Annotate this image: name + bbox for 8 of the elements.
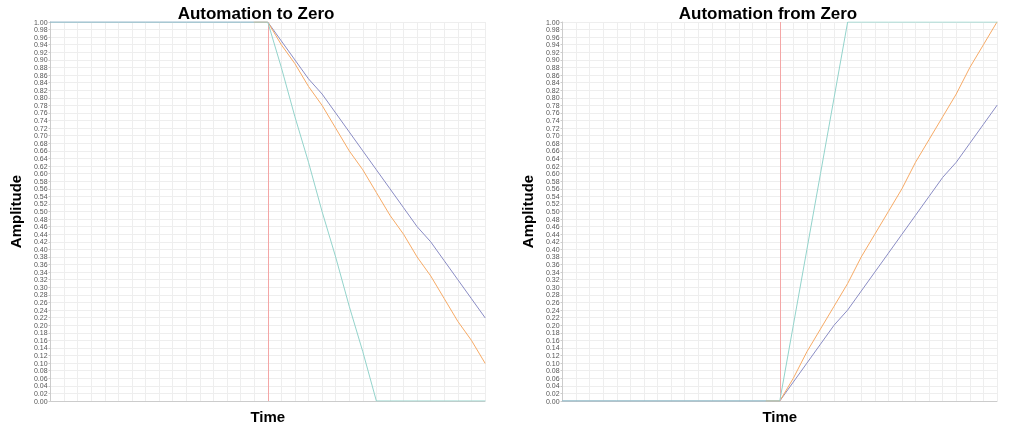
line-series	[562, 21, 998, 402]
chart-title: Automation to Zero	[177, 4, 335, 23]
x-axis-title: Time	[250, 408, 286, 425]
x-axis-title: Time	[762, 408, 798, 425]
y-axis-title: Amplitude	[519, 174, 536, 249]
y-axis-title: Amplitude	[7, 174, 24, 249]
line-series	[50, 21, 486, 402]
chart-title: Automation from Zero	[678, 4, 858, 23]
